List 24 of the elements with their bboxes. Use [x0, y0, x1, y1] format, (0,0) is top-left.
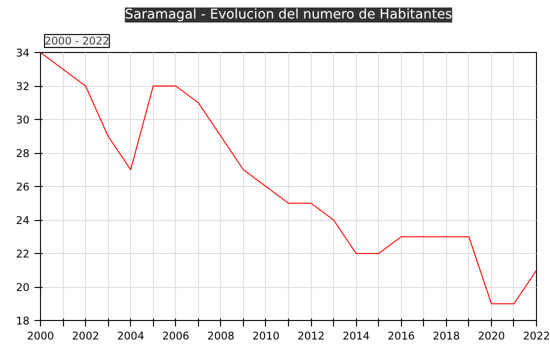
y-tick-label: 22 [16, 248, 30, 260]
y-tick-label: 32 [16, 80, 30, 93]
x-tick-label: 2012 [297, 330, 325, 342]
y-tick-label: 30 [16, 114, 30, 126]
y-tick-label: 18 [16, 314, 30, 328]
y-tick-label: 24 [16, 214, 30, 227]
y-tick-label: 20 [16, 281, 30, 294]
y-tick-label: 28 [16, 147, 30, 160]
x-tick-label: 2006 [162, 330, 190, 342]
x-tick-label: 2008 [207, 330, 235, 342]
line-series [40, 52, 536, 304]
x-tick-label: 2000 [26, 330, 54, 342]
x-tick-label: 2002 [72, 330, 100, 342]
x-tick-label: 2020 [478, 330, 506, 342]
x-tick-label: 2016 [388, 330, 416, 342]
x-tick-label: 2004 [117, 330, 144, 342]
y-tick-label: 26 [16, 180, 30, 194]
x-tick-label: 2022 [522, 330, 550, 342]
y-tick-label: 34 [16, 46, 30, 60]
x-tick-label: 2014 [342, 330, 370, 342]
x-tick-label: 2010 [252, 330, 280, 342]
chart-title: Saramagal - Evolucion del numero de Habitantes [124, 8, 452, 22]
chart-subtitle: 2000 - 2022 [44, 34, 110, 48]
x-tick-label: 2018 [432, 330, 460, 342]
